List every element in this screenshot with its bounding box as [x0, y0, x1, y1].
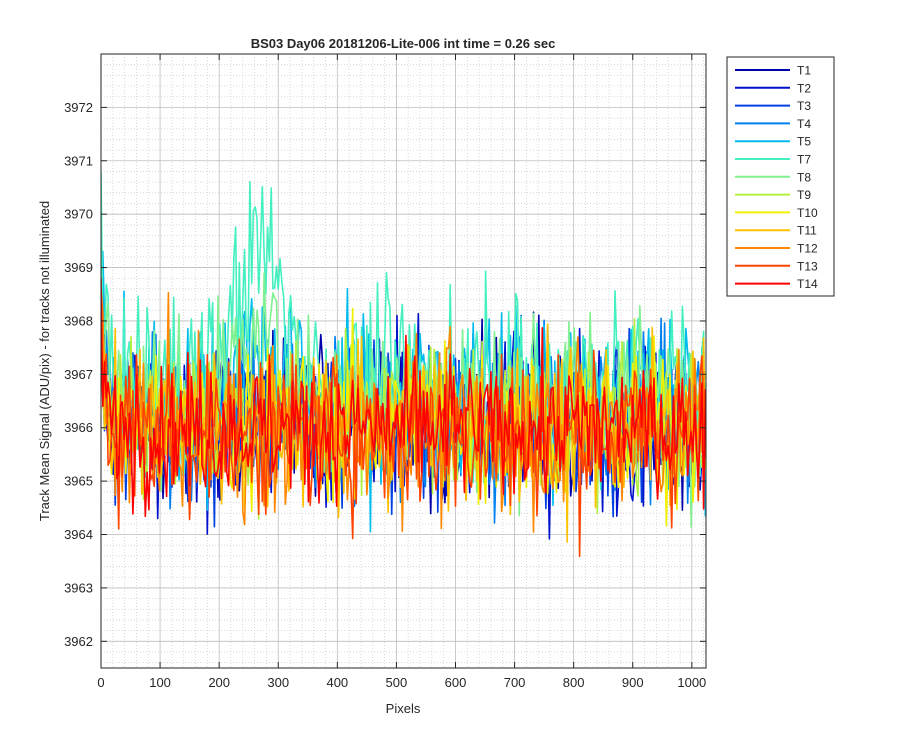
y-tick-label: 3967 [64, 367, 93, 382]
y-tick-label: 3966 [64, 420, 93, 435]
x-tick-label: 500 [386, 675, 408, 690]
legend-label-t13: T13 [797, 259, 818, 273]
plot-frame [100, 53, 707, 669]
legend-label-t10: T10 [797, 206, 818, 220]
y-tick-label: 3964 [64, 527, 93, 542]
chart-title: BS03 Day06 20181206-Lite-006 int time = … [251, 36, 556, 51]
series-lines [101, 171, 706, 557]
legend-label-t4: T4 [797, 117, 811, 131]
legend-label-t1: T1 [797, 64, 811, 78]
y-tick-label: 3965 [64, 474, 93, 489]
legend-label-t8: T8 [797, 170, 811, 184]
x-tick-label: 100 [149, 675, 171, 690]
legend: T1 T2 T3 T4 T5 T7 T8 T9 T10 T11 T12 T13 T14 [726, 56, 835, 297]
x-axis-label: Pixels [386, 701, 421, 716]
y-tick-label: 3969 [64, 260, 93, 275]
legend-label-t11: T11 [797, 224, 817, 238]
y-axis-label: Track Mean Signal (ADU/pix) - for tracks… [37, 201, 52, 521]
grid-lines [100, 54, 706, 668]
y-tick-label: 3970 [64, 207, 93, 222]
x-tick-label: 600 [445, 675, 467, 690]
legend-label-t3: T3 [797, 99, 811, 113]
x-tick-label: 200 [208, 675, 230, 690]
series-line-t14 [101, 277, 706, 518]
y-tick-label: 3962 [64, 634, 93, 649]
x-tick-label: 1000 [677, 675, 706, 690]
legend-label-t7: T7 [797, 153, 811, 167]
x-tick-label: 800 [563, 675, 585, 690]
legend-label-t12: T12 [797, 242, 818, 256]
legend-label-t5: T5 [797, 135, 811, 149]
y-tick-label: 3963 [64, 580, 93, 595]
legend-label-t14: T14 [797, 277, 818, 291]
x-tick-label: 0 [97, 675, 104, 690]
axis-ticks: 0 100 200 300 400 500 600 700 800 900 1000 3962 3963… [64, 54, 706, 690]
y-tick-label: 3971 [64, 153, 93, 168]
legend-label-t9: T9 [797, 188, 811, 202]
x-tick-label: 300 [267, 675, 289, 690]
x-tick-label: 900 [622, 675, 644, 690]
y-tick-label: 3968 [64, 313, 93, 328]
x-tick-label: 400 [326, 675, 348, 690]
x-tick-label: 700 [504, 675, 526, 690]
legend-label-t2: T2 [797, 81, 811, 95]
y-tick-label: 3972 [64, 100, 93, 115]
